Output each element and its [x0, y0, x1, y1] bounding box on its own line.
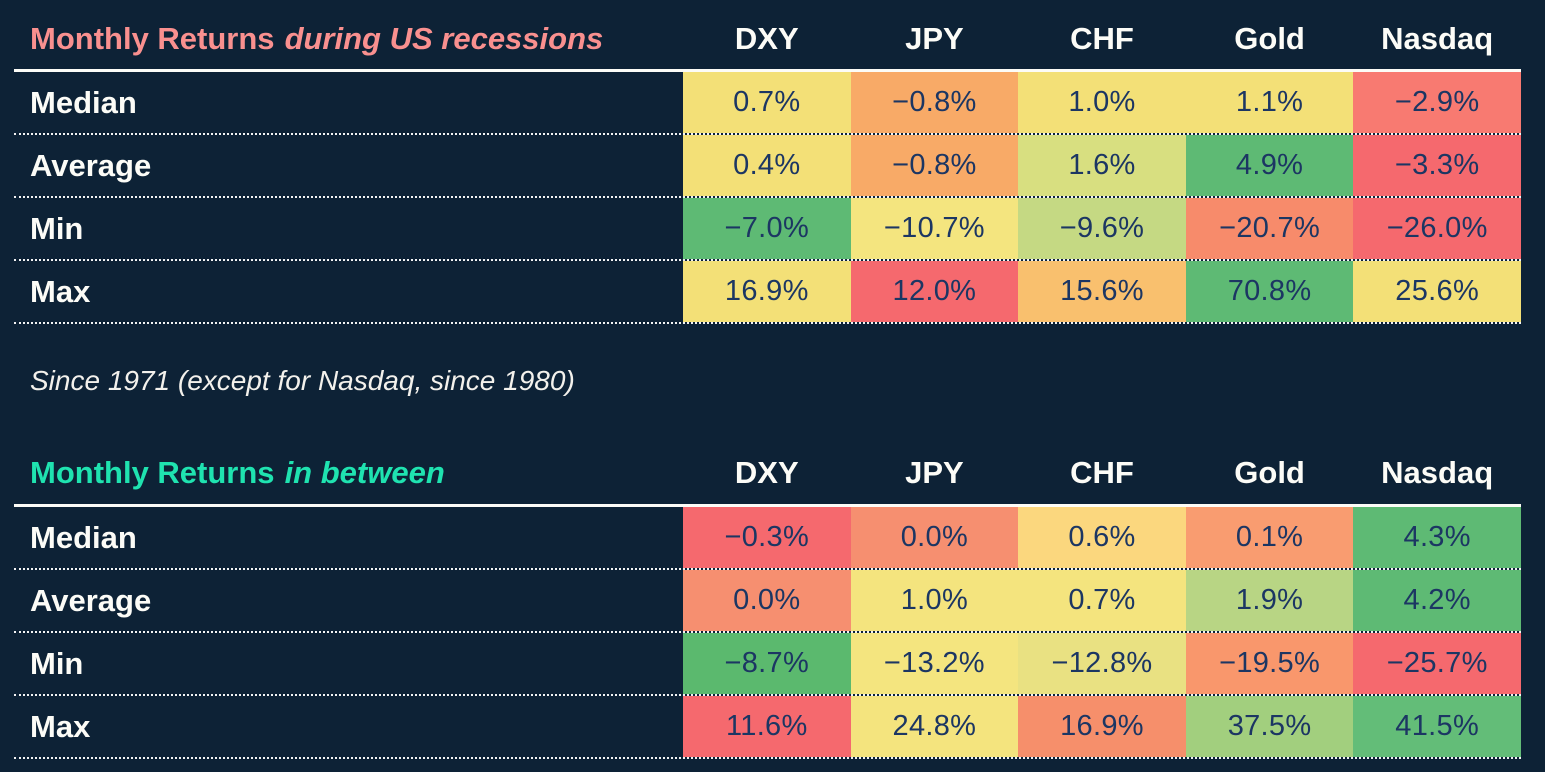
- table-row: Max 11.6% 24.8% 16.9% 37.5% 41.5%: [14, 696, 1521, 759]
- column-header-dxy: DXY: [734, 20, 799, 56]
- heat-cell: −0.8%: [850, 135, 1019, 196]
- heat-cell: 25.6%: [1353, 261, 1521, 322]
- table-row: Median −0.3% 0.0% 0.6% 0.1% 4.3%: [14, 507, 1521, 570]
- table-title: Monthly Returns in between: [14, 455, 683, 491]
- heat-cell: 1.1%: [1185, 72, 1354, 133]
- heat-cell: −8.7%: [683, 633, 851, 694]
- column-header-nasdaq: Nasdaq: [1381, 20, 1494, 56]
- column-header-jpy: JPY: [905, 454, 964, 490]
- table-row: Min −8.7% −13.2% −12.8% −19.5% −25.7%: [14, 633, 1521, 696]
- heat-cell: 16.9%: [1018, 696, 1186, 757]
- heat-cell: 4.2%: [1353, 570, 1521, 631]
- heat-cell: 15.6%: [1018, 261, 1186, 322]
- row-label: Max: [30, 708, 91, 744]
- table-title-italic: during US recessions: [284, 20, 604, 56]
- heat-cell: −3.3%: [1353, 135, 1521, 196]
- column-header-gold: Gold: [1234, 454, 1305, 490]
- heat-cell: −7.0%: [683, 198, 851, 259]
- row-label: Average: [30, 147, 152, 183]
- heat-cell: 0.1%: [1185, 507, 1354, 568]
- heat-cell: −2.9%: [1353, 72, 1521, 133]
- row-label: Average: [30, 582, 152, 618]
- column-header-chf: CHF: [1070, 454, 1134, 490]
- table-row: Average 0.0% 1.0% 0.7% 1.9% 4.2%: [14, 570, 1521, 633]
- heat-cell: −9.6%: [1018, 198, 1186, 259]
- row-label: Min: [30, 645, 84, 681]
- column-header-chf: CHF: [1070, 20, 1134, 56]
- heat-cell: 1.0%: [1018, 72, 1186, 133]
- table-title-main: Monthly Returns: [30, 20, 275, 56]
- column-header-nasdaq: Nasdaq: [1381, 454, 1494, 490]
- heat-cell: 0.0%: [850, 507, 1019, 568]
- heat-cell: −26.0%: [1353, 198, 1521, 259]
- table-row: Median 0.7% −0.8% 1.0% 1.1% −2.9%: [14, 72, 1521, 135]
- heat-cell: −0.3%: [683, 507, 851, 568]
- heat-cell: 4.9%: [1185, 135, 1354, 196]
- table-recessions: Monthly Returns during US recessions DXY JP…: [14, 8, 1521, 324]
- heat-cell: 12.0%: [850, 261, 1019, 322]
- heat-cell: 0.7%: [1018, 570, 1186, 631]
- column-header-gold: Gold: [1234, 20, 1305, 56]
- table-header-row: Monthly Returns in between DXY JPY CHF Gold Na…: [14, 441, 1521, 507]
- row-label: Min: [30, 210, 84, 246]
- table-in-between: Monthly Returns in between DXY JPY CHF Gold Na…: [14, 441, 1521, 759]
- heat-cell: −19.5%: [1185, 633, 1354, 694]
- table-title: Monthly Returns during US recessions: [14, 21, 683, 57]
- table-title-italic: in between: [284, 454, 445, 490]
- heat-cell: −12.8%: [1018, 633, 1186, 694]
- table-header-row: Monthly Returns during US recessions DXY JP…: [14, 8, 1521, 72]
- subtitle-note: Since 1971 (except for Nasdaq, since 198…: [30, 365, 575, 396]
- heat-cell: 16.9%: [683, 261, 851, 322]
- heat-cell: 0.6%: [1018, 507, 1186, 568]
- heat-cell: 1.9%: [1185, 570, 1354, 631]
- heat-cell: 24.8%: [850, 696, 1019, 757]
- column-header-jpy: JPY: [905, 20, 964, 56]
- heat-cell: 1.6%: [1018, 135, 1186, 196]
- heat-cell: 0.4%: [683, 135, 851, 196]
- row-label: Median: [30, 84, 137, 120]
- heat-cell: −0.8%: [850, 72, 1019, 133]
- table-row: Max 16.9% 12.0% 15.6% 70.8% 25.6%: [14, 261, 1521, 324]
- column-header-dxy: DXY: [734, 454, 799, 490]
- heat-cell: 41.5%: [1353, 696, 1521, 757]
- heat-cell: 11.6%: [683, 696, 851, 757]
- table-row: Average 0.4% −0.8% 1.6% 4.9% −3.3%: [14, 135, 1521, 198]
- table-title-main: Monthly Returns: [30, 454, 275, 490]
- heat-cell: −13.2%: [850, 633, 1019, 694]
- heat-cell: 0.0%: [683, 570, 851, 631]
- heat-cell: −25.7%: [1353, 633, 1521, 694]
- row-label: Max: [30, 273, 91, 309]
- heat-cell: 4.3%: [1353, 507, 1521, 568]
- heat-cell: 0.7%: [683, 72, 851, 133]
- table-row: Min −7.0% −10.7% −9.6% −20.7% −26.0%: [14, 198, 1521, 261]
- heat-cell: −10.7%: [850, 198, 1019, 259]
- heat-cell: 37.5%: [1185, 696, 1354, 757]
- heat-cell: 70.8%: [1185, 261, 1354, 322]
- heat-cell: −20.7%: [1185, 198, 1354, 259]
- row-label: Median: [30, 519, 137, 555]
- heat-cell: 1.0%: [850, 570, 1019, 631]
